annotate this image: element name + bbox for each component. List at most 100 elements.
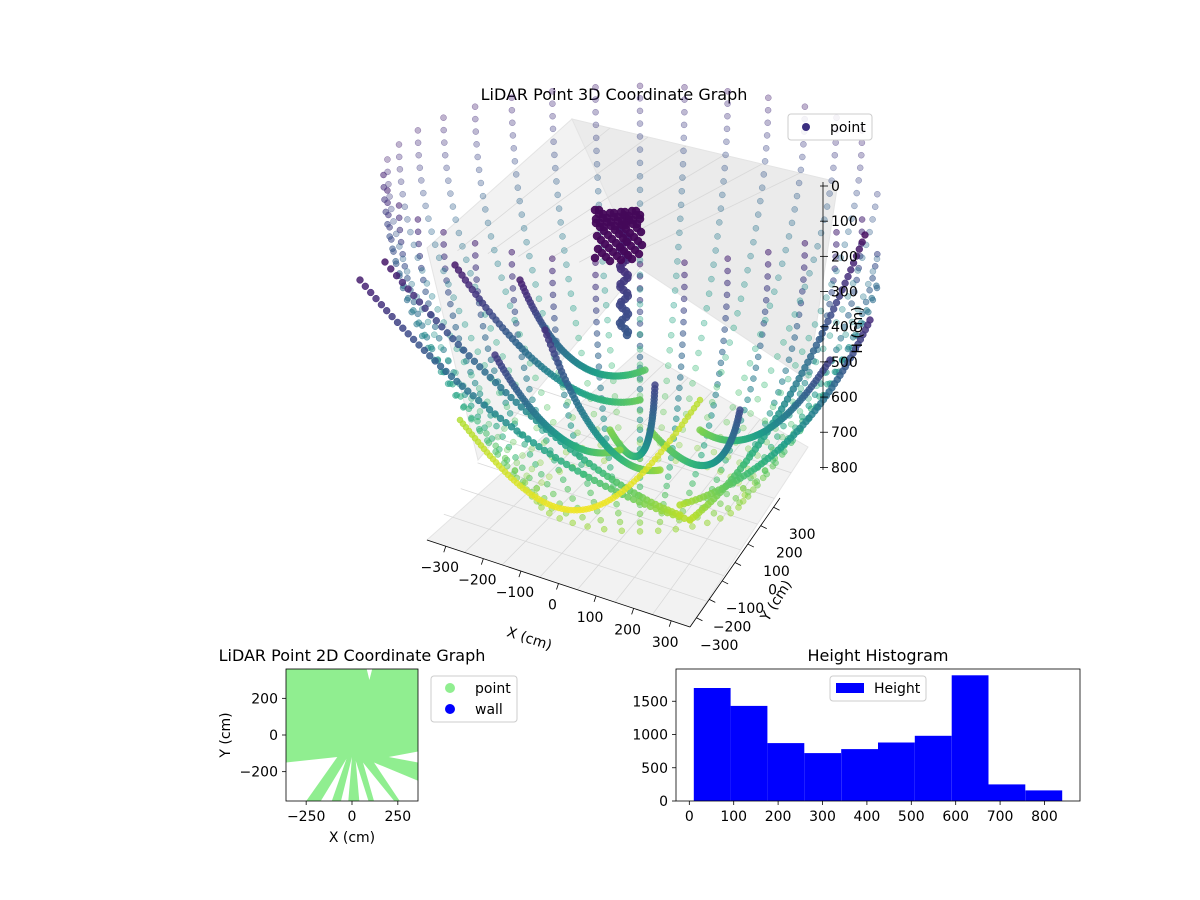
histogram-bar (878, 742, 915, 801)
histogram-y-tick-label: 1000 (632, 728, 668, 744)
plot2d-empty-wedge (366, 669, 373, 680)
plot3d-legend-frame (787, 113, 873, 141)
plot3d-x-ticks: −300−200−100 0 100 200 300 (421, 546, 679, 651)
histogram-frame (675, 668, 1081, 802)
plot2d-x-tick-label: 0 (348, 809, 357, 825)
plot3d-x-tick-mark (480, 558, 484, 565)
histogram-x-tick-label: 500 (898, 809, 925, 825)
histogram-legend: Height (829, 675, 927, 702)
histogram-bar (841, 749, 878, 801)
histogram-y-tick-label: 1500 (632, 694, 668, 710)
plot3d-legend-marker (802, 123, 810, 131)
plot3d-x-tick-label: 100 (577, 610, 604, 626)
plot3d-z-tick-label: 800 (831, 460, 858, 476)
plot3d-y-tick-label: −100 (726, 601, 764, 617)
plot2d-y-label: Y (cm) (218, 712, 234, 758)
plot3d-z-tick-label: 100 (831, 214, 858, 230)
plot-2d: LiDAR Point 2D Coordinate Graph −250 0 250… (218, 646, 518, 846)
histogram-bar (804, 753, 842, 801)
histogram-legend-swatch (836, 683, 864, 693)
histogram-x-ticks: 0 100 200 300 400 500 600 700 800 (685, 801, 1058, 825)
histogram-x-tick-label: 600 (942, 809, 969, 825)
plot3d-y-tick-label: 100 (763, 564, 790, 580)
plot3d-y-tick-label: −300 (700, 638, 738, 654)
histogram-y-tick-label: 500 (641, 761, 668, 777)
plot3d-x-tick-label: 0 (548, 598, 557, 614)
plot-histogram: Height Histogram 0 100 200 300 400 500 600 700 8… (632, 646, 1081, 825)
histogram-bars (693, 675, 1063, 801)
plot3d-x-tick-mark (518, 570, 522, 578)
plot3d-z-tick-label: 0 (831, 179, 840, 195)
plot3d-z-tick-label: 200 (831, 249, 858, 265)
histogram-y-ticks: 0 500 1000 1500 (632, 694, 676, 810)
plot3d-y-tick-mark (696, 617, 703, 622)
plot3d-title: LiDAR Point 3D Coordinate Graph (481, 85, 748, 104)
plot2d-empty-wedge (286, 757, 338, 801)
histogram-bar (767, 743, 805, 801)
histogram-bar (1025, 790, 1063, 801)
plot3d-x-tick-label: 300 (652, 635, 679, 651)
histogram-x-tick-label: 0 (685, 809, 694, 825)
histogram-bar (951, 675, 989, 801)
plot3d-z-tick-label: 500 (831, 355, 858, 371)
plot3d-y-tick-mark (734, 562, 742, 566)
plot3d-y-tick-mark (773, 506, 780, 511)
histogram-bar (730, 705, 768, 801)
plot3d-y-tick-mark (747, 543, 755, 548)
plot2d-legend-wall-marker (445, 704, 455, 714)
plot2d-empty-wedge (355, 760, 369, 801)
histogram-y-tick-label: 0 (659, 794, 668, 810)
plot3d-gridlines (443, 127, 801, 615)
plot3d-z-ticks: 0 100 200 300 400 500 600 700 800 (820, 179, 858, 476)
plot2d-x-label: X (cm) (329, 830, 375, 846)
plot3d-z-label: H (cm) (850, 306, 866, 353)
plot3d-z-tick-label: 400 (831, 320, 858, 336)
plot3d-legend: point (787, 113, 873, 141)
histogram-bar (693, 688, 731, 801)
plot2d-area (286, 669, 418, 801)
plot3d-legend-label: point (830, 120, 866, 136)
histogram-legend-frame (829, 675, 927, 702)
plot3d-y-tick-label: 300 (789, 527, 816, 543)
plot3d-x-tick-mark (443, 546, 447, 553)
plot2d-empty-wedge (320, 758, 347, 801)
histogram-bar (914, 735, 952, 801)
plot2d-title: LiDAR Point 2D Coordinate Graph (219, 646, 486, 665)
histogram-x-tick-label: 800 (1031, 809, 1058, 825)
plot2d-y-tick-label: 200 (251, 691, 278, 707)
plot2d-empty-wedge (388, 751, 418, 763)
plot2d-legend-wall-label: wall (475, 702, 503, 718)
plot2d-x-tick-label: 250 (384, 809, 411, 825)
histogram-bar (988, 784, 1026, 801)
plot3d-x-tick-mark (593, 595, 597, 603)
plot3d-x-tick-mark (556, 583, 559, 590)
histogram-x-tick-label: 200 (765, 809, 792, 825)
plot3d-y-tick-mark (709, 598, 716, 603)
plot3d-y-tick-label: 200 (776, 546, 803, 562)
plot3d-z-tick-label: 300 (831, 285, 858, 301)
plot2d-empty-wedges (286, 669, 418, 801)
plot3d-y-tick-label: −200 (713, 619, 751, 635)
histogram-legend-label: Height (874, 681, 921, 697)
plot3d-x-tick-mark (631, 608, 635, 615)
plot2d-x-tick-label: −250 (287, 809, 325, 825)
plot3d-x-tick-mark (668, 620, 672, 627)
plot-3d: LiDAR Point 3D Coordinate Graph −300−200… (356, 82, 881, 654)
histogram-x-tick-label: 400 (854, 809, 881, 825)
plot2d-x-ticks: −250 0 250 (287, 801, 411, 825)
plot2d-y-ticks: 200 0 −200 (240, 691, 286, 781)
plot2d-empty-wedge (341, 757, 352, 801)
plot3d-x-tick-label: 200 (614, 622, 641, 638)
plot3d-z-tick-label: 600 (831, 390, 858, 406)
histogram-x-tick-label: 100 (720, 809, 747, 825)
plot3d-y-tick-label: 0 (768, 583, 777, 599)
plot3d-x-tick-label: −100 (496, 585, 534, 601)
plot3d-x-tick-label: −300 (421, 560, 459, 576)
plot2d-empty-wedge (374, 762, 418, 801)
plot2d-empty-wedge (363, 762, 395, 801)
plot3d-x-tick-label: −200 (458, 573, 496, 589)
plot2d-y-tick-label: −200 (240, 765, 278, 781)
plot3d-point-cloud (356, 82, 881, 535)
plot3d-y-ticks: 300 200 100 0−100 −200 −300 (696, 506, 816, 654)
